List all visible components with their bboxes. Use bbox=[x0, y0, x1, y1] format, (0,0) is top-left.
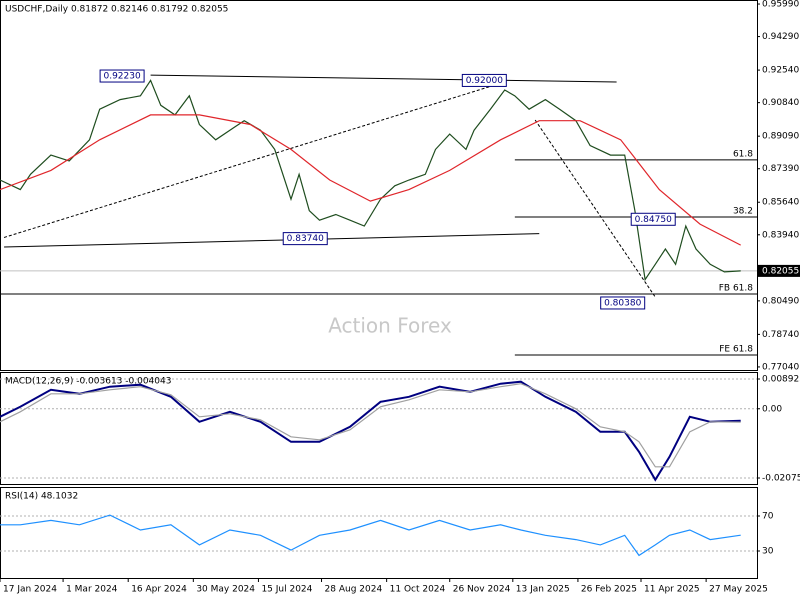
y-tick-label: 70 bbox=[762, 512, 774, 522]
series-line bbox=[0, 383, 741, 468]
y-tick-label: 0.87390 bbox=[762, 164, 799, 174]
price-label-box bbox=[630, 212, 676, 226]
panel-title: USDCHF,Daily 0.81872 0.82146 0.81792 0.8… bbox=[5, 5, 228, 15]
x-tick-label: 11 Apr 2025 bbox=[644, 585, 700, 595]
panel-title: MACD(12,26,9) -0.003613 -0.004043 bbox=[5, 377, 171, 387]
x-tick-label: 28 Aug 2024 bbox=[325, 585, 383, 595]
last-price-label: 0.82055 bbox=[762, 266, 799, 276]
x-tick-label: 1 Mar 2024 bbox=[66, 585, 118, 595]
price-label: 0.92000 bbox=[466, 76, 503, 86]
fib-label: 38.2 bbox=[733, 206, 753, 216]
fib-label: FB 61.8 bbox=[719, 283, 754, 293]
series-line bbox=[0, 114, 741, 246]
trendline bbox=[150, 74, 617, 83]
y-tick-label: 0.92540 bbox=[762, 66, 799, 76]
x-tick-label: 11 Oct 2024 bbox=[390, 585, 446, 595]
x-tick-label: 30 May 2024 bbox=[196, 585, 255, 595]
y-tick-label: 0.89090 bbox=[762, 132, 799, 142]
x-tick-label: 17 Jan 2024 bbox=[3, 585, 57, 595]
y-tick-label: 0.85640 bbox=[762, 198, 799, 208]
panel-frame bbox=[0, 0, 758, 371]
x-tick-label: 13 Jan 2025 bbox=[516, 585, 570, 595]
x-tick-label: 27 May 2025 bbox=[709, 585, 768, 595]
y-tick-label: 0.78740 bbox=[762, 330, 799, 340]
x-tick-label: 15 Jul 2024 bbox=[261, 585, 312, 595]
panel-frame bbox=[0, 372, 758, 485]
x-tick-label: 16 Apr 2024 bbox=[131, 585, 187, 595]
y-tick-label: 0.95990 bbox=[762, 0, 799, 10]
price-label-box bbox=[99, 69, 145, 83]
y-tick-label: 0.90840 bbox=[762, 98, 799, 108]
trendline bbox=[534, 119, 656, 298]
price-label: 0.83740 bbox=[287, 234, 324, 244]
price-label: 0.80380 bbox=[604, 298, 641, 308]
series-line bbox=[0, 380, 741, 482]
y-tick-label: 0.008923 bbox=[762, 375, 800, 385]
x-tick-label: 26 Nov 2024 bbox=[453, 585, 511, 595]
y-tick-label: 0.94290 bbox=[762, 32, 799, 42]
price-label-box bbox=[282, 232, 328, 246]
trendline bbox=[4, 233, 540, 248]
price-label: 0.92230 bbox=[103, 72, 140, 82]
x-tick-label: 26 Feb 2025 bbox=[581, 585, 637, 595]
y-tick-label: 0.00 bbox=[762, 404, 782, 414]
panel-frame bbox=[0, 487, 758, 579]
y-tick-label: 30 bbox=[762, 547, 774, 557]
y-tick-label: 0.80490 bbox=[762, 296, 799, 306]
fib-label: FE 61.8 bbox=[719, 345, 753, 355]
y-tick-label: 0.77040 bbox=[762, 362, 799, 372]
price-label-box bbox=[600, 296, 646, 310]
trendline bbox=[3, 81, 505, 238]
price-label: 0.84750 bbox=[635, 215, 672, 225]
y-tick-label: 0.83940 bbox=[762, 230, 799, 240]
y-tick-label: -0.020759 bbox=[762, 473, 800, 483]
panel-title: RSI(14) 48.1032 bbox=[5, 492, 78, 502]
last-price-box bbox=[757, 264, 800, 277]
price-label-box bbox=[461, 73, 507, 87]
series-line bbox=[0, 514, 741, 557]
fib-label: 61.8 bbox=[733, 149, 753, 159]
watermark: Action Forex bbox=[328, 314, 452, 338]
